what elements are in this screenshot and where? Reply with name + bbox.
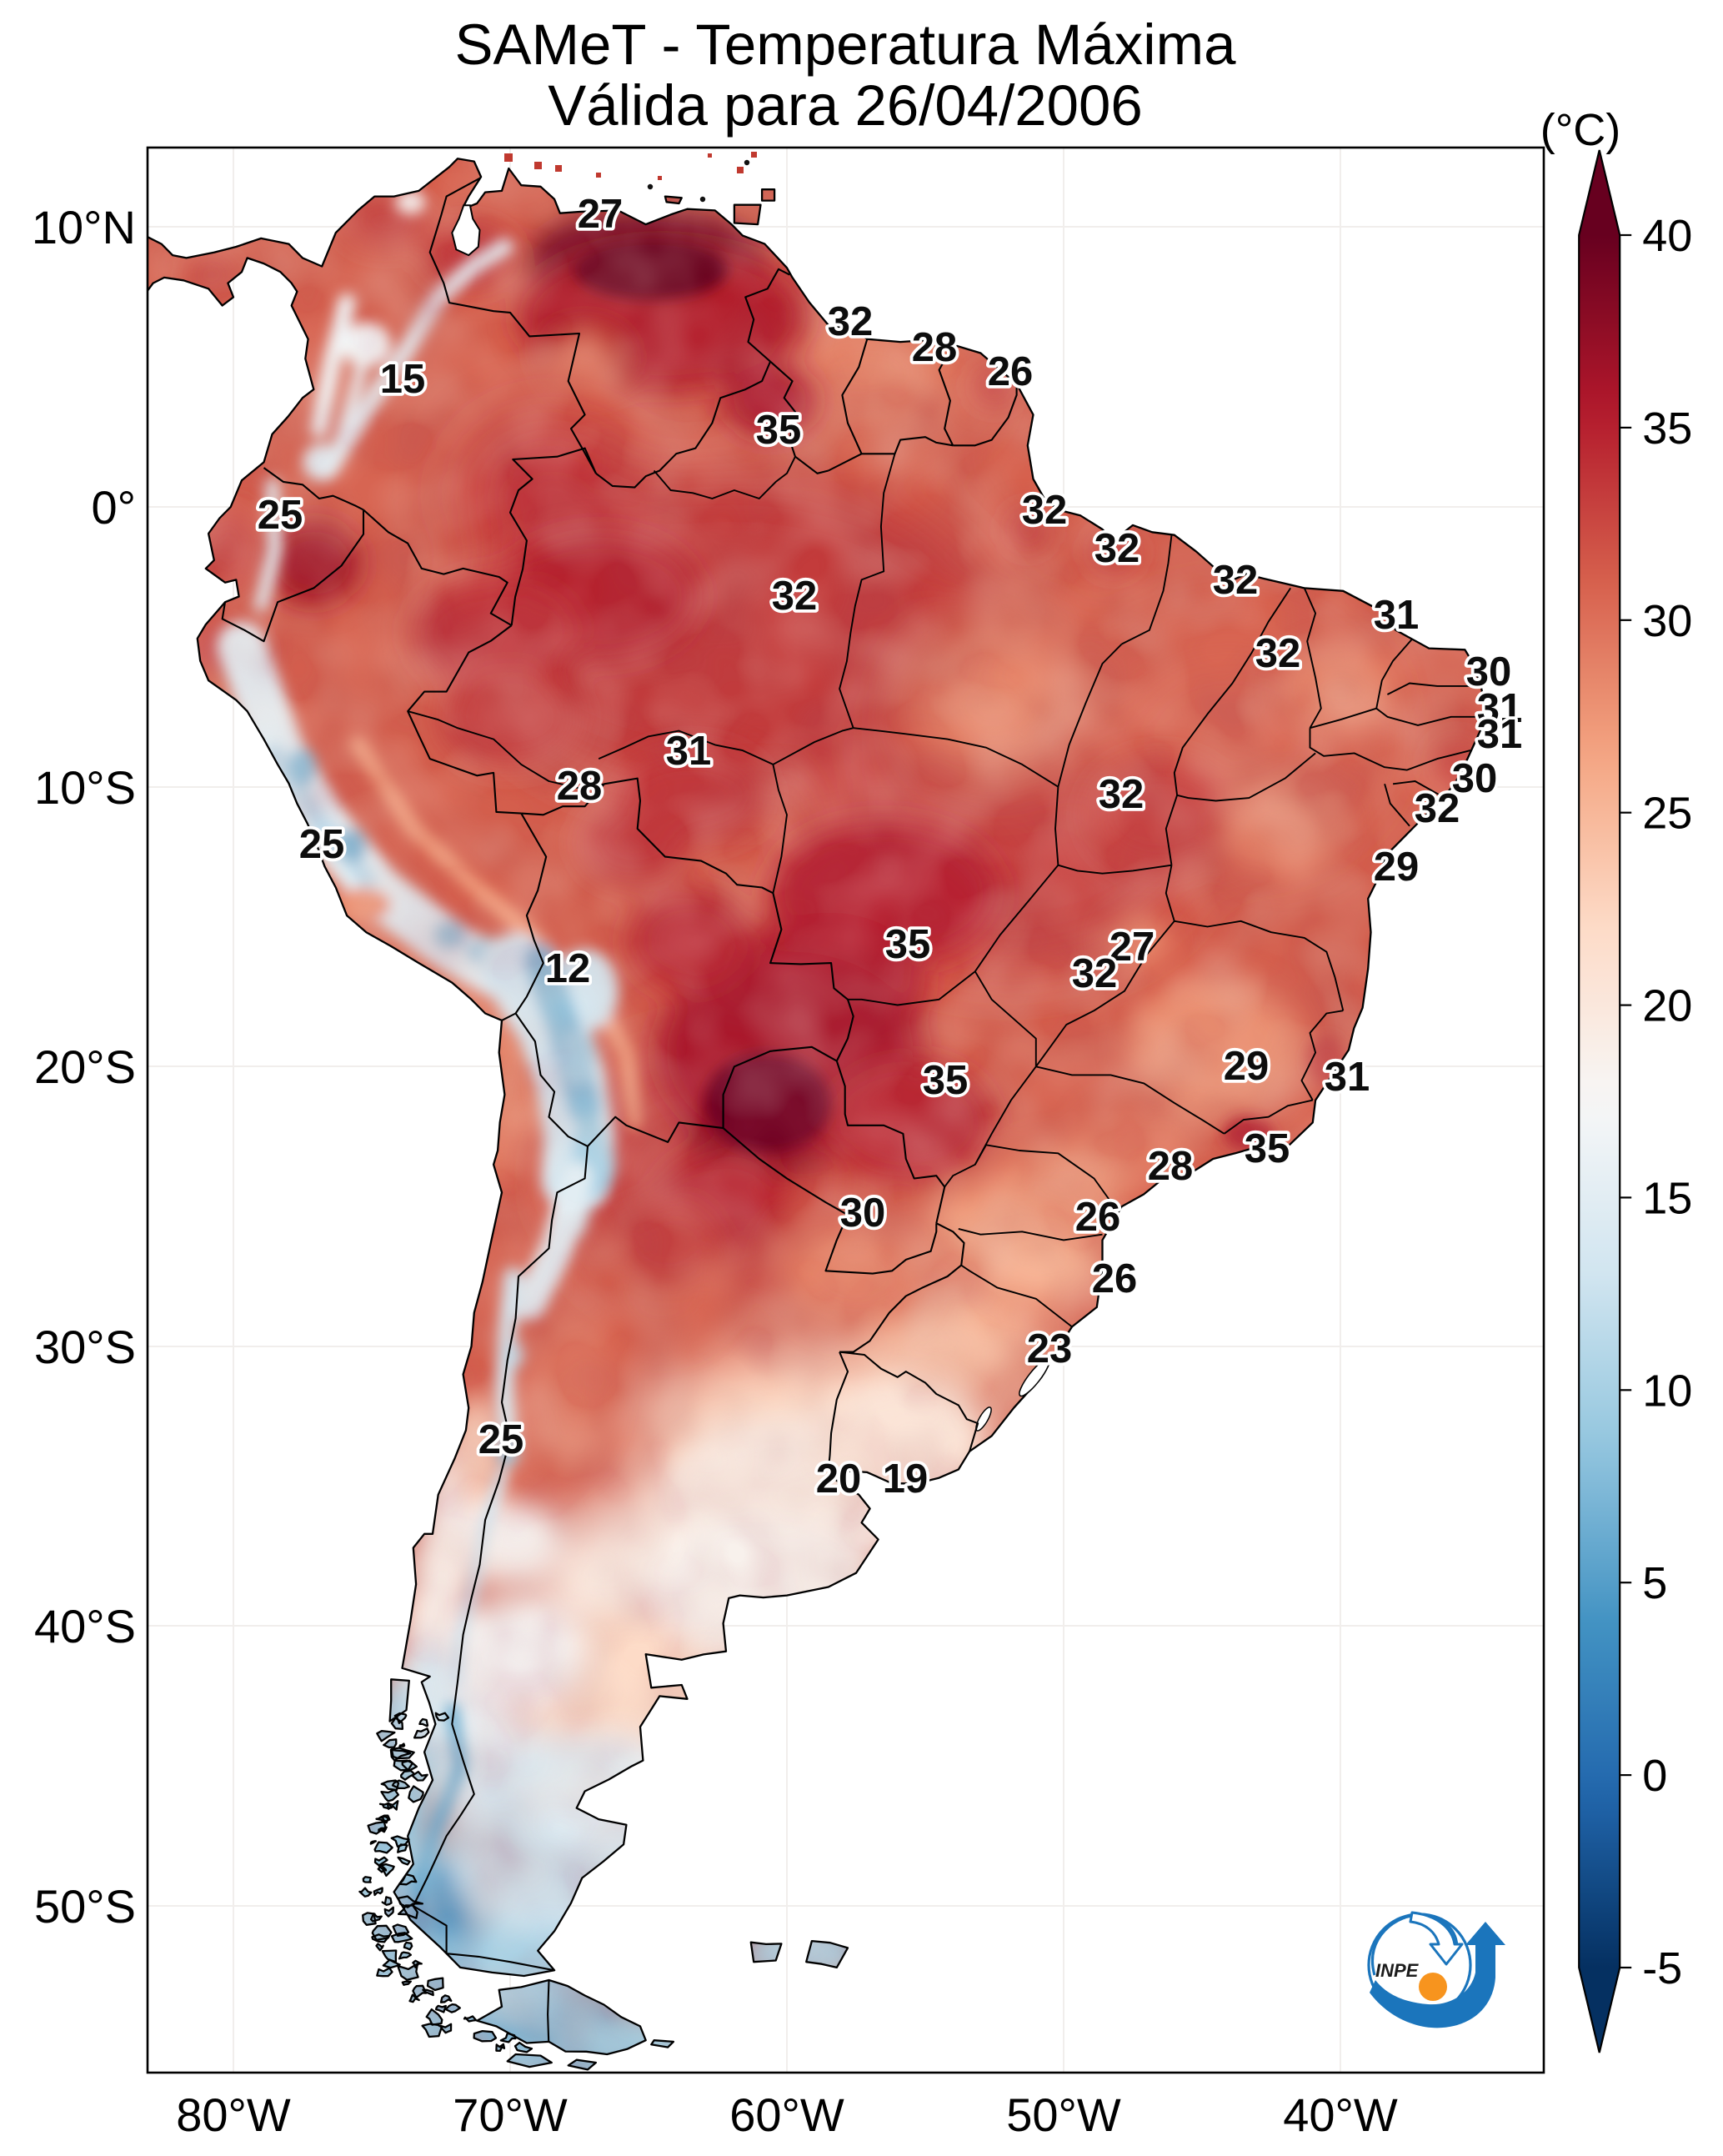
svg-text:25: 25 — [299, 822, 345, 867]
svg-text:12: 12 — [545, 946, 591, 991]
svg-text:26: 26 — [988, 349, 1034, 394]
svg-text:20: 20 — [1642, 981, 1692, 1031]
svg-text:32: 32 — [828, 299, 874, 344]
svg-text:32: 32 — [1072, 951, 1118, 996]
svg-text:15: 15 — [380, 357, 426, 402]
svg-text:40: 40 — [1642, 211, 1692, 261]
svg-text:15: 15 — [1642, 1173, 1692, 1223]
svg-text:0: 0 — [1642, 1751, 1667, 1801]
svg-text:20°S: 20°S — [34, 1040, 136, 1093]
svg-text:10°N: 10°N — [32, 201, 136, 253]
svg-text:35: 35 — [1245, 1126, 1290, 1171]
svg-text:29: 29 — [1374, 845, 1420, 890]
svg-text:30: 30 — [1452, 756, 1498, 801]
svg-text:60°W: 60°W — [729, 2088, 844, 2141]
svg-text:-5: -5 — [1642, 1943, 1682, 1993]
svg-text:35: 35 — [885, 922, 931, 967]
svg-text:32: 32 — [1094, 526, 1140, 571]
svg-text:26: 26 — [1075, 1195, 1121, 1240]
svg-text:27: 27 — [578, 192, 624, 237]
svg-text:31: 31 — [1477, 712, 1523, 757]
svg-text:32: 32 — [1415, 786, 1460, 831]
svg-text:29: 29 — [1224, 1044, 1270, 1089]
svg-text:(°C): (°C) — [1540, 105, 1621, 155]
svg-text:28: 28 — [912, 325, 958, 370]
svg-text:32: 32 — [1255, 631, 1301, 676]
svg-text:31: 31 — [1325, 1055, 1370, 1100]
svg-text:35: 35 — [1642, 404, 1692, 454]
svg-text:30: 30 — [1466, 649, 1512, 694]
svg-text:32: 32 — [1099, 772, 1144, 817]
svg-text:28: 28 — [557, 764, 603, 809]
svg-text:31: 31 — [666, 729, 712, 774]
svg-text:80°W: 80°W — [176, 2088, 291, 2141]
svg-text:5: 5 — [1642, 1558, 1667, 1608]
svg-text:25: 25 — [478, 1417, 524, 1462]
svg-text:28: 28 — [1148, 1144, 1194, 1189]
svg-text:40°W: 40°W — [1283, 2088, 1398, 2141]
svg-text:INPE: INPE — [1375, 1960, 1420, 1981]
svg-text:Válida para 26/04/2006: Válida para 26/04/2006 — [548, 73, 1143, 138]
svg-text:20: 20 — [816, 1457, 862, 1502]
svg-text:23: 23 — [1027, 1326, 1073, 1371]
svg-text:25: 25 — [258, 493, 303, 538]
svg-text:50°W: 50°W — [1006, 2088, 1121, 2141]
svg-text:30°S: 30°S — [34, 1321, 136, 1373]
svg-text:SAMeT - Temperatura Máxima: SAMeT - Temperatura Máxima — [455, 13, 1237, 77]
svg-text:32: 32 — [1213, 558, 1259, 603]
svg-text:25: 25 — [1642, 789, 1692, 839]
svg-text:10°S: 10°S — [34, 761, 136, 814]
svg-text:70°W: 70°W — [453, 2088, 568, 2141]
svg-text:0°: 0° — [91, 481, 136, 534]
svg-text:35: 35 — [756, 408, 802, 453]
svg-text:32: 32 — [1022, 488, 1068, 533]
svg-text:27: 27 — [1109, 925, 1155, 970]
svg-text:32: 32 — [772, 574, 818, 619]
svg-text:30: 30 — [1642, 596, 1692, 646]
svg-text:35: 35 — [923, 1058, 969, 1103]
svg-text:31: 31 — [1477, 686, 1523, 731]
svg-text:31: 31 — [1374, 593, 1420, 638]
svg-text:30: 30 — [840, 1191, 886, 1236]
svg-text:40°S: 40°S — [34, 1600, 136, 1652]
svg-text:26: 26 — [1092, 1256, 1138, 1301]
svg-text:50°S: 50°S — [34, 1880, 136, 1933]
svg-text:19: 19 — [883, 1457, 929, 1502]
svg-text:10: 10 — [1642, 1366, 1692, 1416]
